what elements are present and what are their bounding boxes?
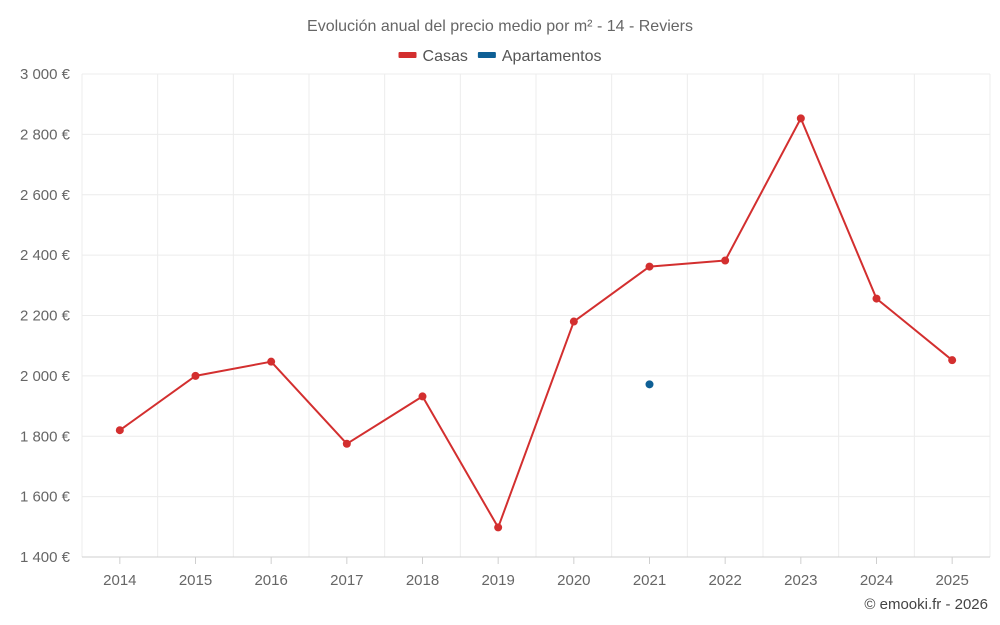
data-point — [721, 256, 730, 265]
data-point — [191, 371, 200, 380]
data-point — [645, 262, 654, 271]
data-point — [342, 439, 351, 448]
series-layer — [115, 114, 957, 532]
legend-label: Casas — [423, 48, 468, 65]
x-tick-label: 2018 — [406, 572, 439, 589]
data-point — [115, 426, 124, 435]
data-point — [418, 392, 427, 401]
y-tick-label: 1 400 € — [20, 549, 71, 566]
y-tick-label: 2 000 € — [20, 368, 71, 385]
x-tick-label: 2014 — [103, 572, 136, 589]
x-tick-label: 2019 — [481, 572, 514, 589]
x-tick-label: 2024 — [860, 572, 893, 589]
y-tick-label: 2 400 € — [20, 247, 71, 264]
data-point — [267, 357, 276, 366]
x-tick-label: 2023 — [784, 572, 817, 589]
x-tick-label: 2020 — [557, 572, 590, 589]
data-point — [796, 114, 805, 123]
y-tick-label: 2 800 € — [20, 126, 71, 143]
x-tick-label: 2025 — [935, 572, 968, 589]
y-tick-label: 2 600 € — [20, 187, 71, 204]
y-tick-label: 2 200 € — [20, 308, 71, 325]
axes: 1 400 € 1 600 € 1 800 € 2 000 € 2 200 € 2 400… — [20, 66, 990, 589]
y-tick-label: 1 600 € — [20, 489, 71, 506]
data-point — [494, 523, 503, 532]
legend-swatch — [398, 52, 417, 58]
data-point — [645, 380, 654, 389]
legend-swatch — [477, 52, 496, 58]
x-tick-label: 2016 — [254, 572, 287, 589]
y-tick-label: 3 000 € — [20, 66, 71, 83]
x-tick-label: 2017 — [330, 572, 363, 589]
x-tick-label: 2021 — [633, 572, 666, 589]
x-tick-label: 2022 — [708, 572, 741, 589]
data-point — [569, 317, 578, 326]
x-tick-label: 2015 — [179, 572, 212, 589]
data-point — [872, 294, 881, 303]
grid — [81, 73, 991, 557]
chart-title: Evolución anual del precio medio por m² … — [307, 18, 693, 35]
data-point — [948, 356, 957, 365]
series-line — [119, 117, 953, 529]
legend-label: Apartamentos — [502, 48, 602, 65]
y-tick-label: 1 800 € — [20, 428, 71, 445]
legend: Casas Apartamentos — [398, 48, 602, 65]
credit-text: © emooki.fr - 2026 — [864, 596, 988, 613]
